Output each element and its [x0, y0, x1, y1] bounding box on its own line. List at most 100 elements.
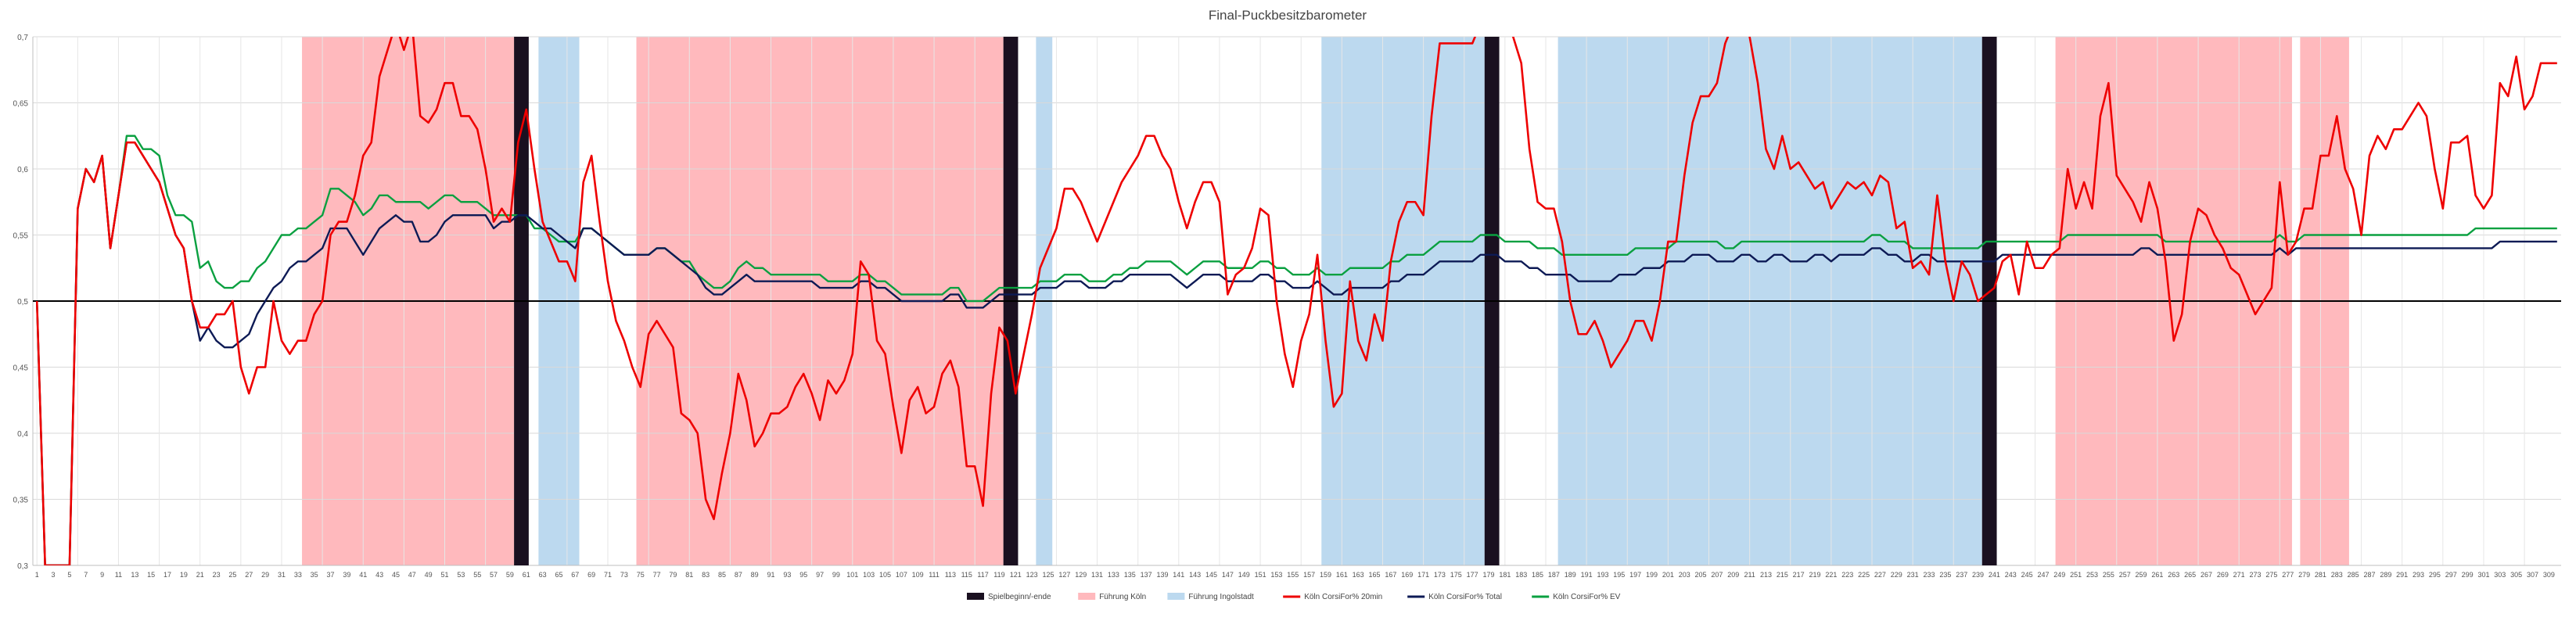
x-tick-label: 153: [1270, 571, 1282, 579]
x-tick-label: 33: [294, 571, 302, 579]
x-tick-label: 131: [1091, 571, 1103, 579]
x-tick-label: 107: [896, 571, 907, 579]
x-tick-label: 43: [375, 571, 383, 579]
legend-label: Köln CorsiFor% 20min: [1304, 593, 1382, 601]
x-tick-label: 35: [311, 571, 318, 579]
x-tick-label: 269: [2217, 571, 2229, 579]
x-tick-label: 13: [131, 571, 138, 579]
x-tick-label: 197: [1629, 571, 1641, 579]
x-tick-label: 261: [2151, 571, 2163, 579]
x-tick-label: 201: [1662, 571, 1674, 579]
x-tick-label: 249: [2053, 571, 2065, 579]
x-tick-label: 111: [929, 571, 940, 579]
x-tick-label: 45: [392, 571, 400, 579]
x-tick-label: 191: [1581, 571, 1593, 579]
y-tick-label: 0,7: [17, 34, 28, 42]
x-tick-label: 241: [1989, 571, 2000, 579]
x-tick-label: 121: [1010, 571, 1022, 579]
x-tick-label: 109: [912, 571, 924, 579]
x-tick-label: 137: [1141, 571, 1152, 579]
x-tick-label: 9: [100, 571, 104, 579]
x-tick-label: 135: [1124, 571, 1136, 579]
x-tick-label: 145: [1205, 571, 1217, 579]
series-line-corsi-total: [36, 142, 2557, 565]
x-tick-label: 31: [278, 571, 286, 579]
x-tick-label: 179: [1482, 571, 1494, 579]
x-tick-label: 61: [523, 571, 530, 579]
x-tick-label: 23: [213, 571, 221, 579]
x-tick-label: 203: [1679, 571, 1690, 579]
x-tick-label: 177: [1467, 571, 1478, 579]
x-tick-label: 219: [1809, 571, 1821, 579]
x-tick-label: 169: [1401, 571, 1413, 579]
x-tick-label: 11: [115, 571, 122, 579]
x-tick-label: 285: [2348, 571, 2359, 579]
x-tick-label: 67: [571, 571, 579, 579]
x-tick-label: 259: [2136, 571, 2147, 579]
x-tick-label: 101: [846, 571, 858, 579]
legend-swatch-game-marker: [967, 593, 984, 600]
x-tick-label: 51: [440, 571, 448, 579]
x-tick-label: 291: [2396, 571, 2408, 579]
y-tick-label: 0,35: [13, 497, 29, 505]
x-tick-label: 5: [67, 571, 71, 579]
x-axis-ticks: 1 3 5 7 9 11 13 15 17 19 21 23 25 27 29 31 33 35 37 39 41 43 4…: [35, 571, 2555, 579]
x-tick-label: 231: [1907, 571, 1919, 579]
x-tick-label: 139: [1156, 571, 1168, 579]
x-tick-label: 277: [2282, 571, 2294, 579]
x-tick-label: 181: [1499, 571, 1511, 579]
legend-label: Köln CorsiFor% Total: [1428, 593, 1502, 601]
x-tick-label: 37: [327, 571, 335, 579]
x-tick-label: 267: [2201, 571, 2212, 579]
x-tick-label: 275: [2265, 571, 2277, 579]
x-tick-label: 163: [1353, 571, 1364, 579]
x-tick-label: 29: [261, 571, 269, 579]
series-lines: [35, 37, 2557, 565]
x-tick-label: 289: [2380, 571, 2391, 579]
x-tick-label: 233: [1923, 571, 1935, 579]
x-tick-label: 187: [1548, 571, 1560, 579]
legend-label: Spielbeginn/-ende: [988, 593, 1051, 601]
x-tick-label: 299: [2462, 571, 2474, 579]
chart-title: Final-Puckbesitzbarometer: [1209, 8, 1367, 23]
x-tick-label: 283: [2331, 571, 2343, 579]
legend: Spielbeginn/-ende Führung Köln Führung Ing…: [967, 593, 1621, 601]
x-tick-label: 1: [35, 571, 39, 579]
x-tick-label: 239: [1972, 571, 1984, 579]
x-tick-label: 59: [506, 571, 514, 579]
legend-label: Führung Köln: [1099, 593, 1146, 601]
x-tick-label: 159: [1320, 571, 1331, 579]
x-tick-label: 149: [1238, 571, 1250, 579]
x-tick-label: 87: [735, 571, 742, 579]
x-tick-label: 95: [799, 571, 807, 579]
x-tick-label: 175: [1450, 571, 1462, 579]
x-tick-label: 157: [1303, 571, 1315, 579]
x-tick-label: 211: [1744, 571, 1755, 579]
x-tick-label: 251: [2070, 571, 2082, 579]
x-tick-label: 7: [84, 571, 88, 579]
x-tick-label: 185: [1532, 571, 1543, 579]
x-tick-label: 85: [718, 571, 726, 579]
x-tick-label: 281: [2315, 571, 2326, 579]
x-tick-label: 255: [2103, 571, 2114, 579]
legend-swatch-koeln-lead: [1078, 593, 1096, 600]
x-tick-label: 3: [52, 571, 56, 579]
x-tick-label: 307: [2527, 571, 2538, 579]
x-tick-label: 221: [1825, 571, 1837, 579]
x-tick-label: 155: [1287, 571, 1299, 579]
y-tick-label: 0,55: [13, 232, 29, 241]
x-tick-label: 21: [196, 571, 204, 579]
x-tick-label: 119: [993, 571, 1004, 579]
x-tick-label: 171: [1417, 571, 1429, 579]
x-tick-label: 207: [1711, 571, 1723, 579]
x-tick-label: 309: [2543, 571, 2555, 579]
x-tick-label: 103: [863, 571, 875, 579]
x-tick-label: 89: [751, 571, 759, 579]
y-tick-label: 0,45: [13, 364, 29, 373]
x-tick-label: 113: [945, 571, 956, 579]
x-tick-label: 151: [1255, 571, 1266, 579]
x-tick-label: 63: [539, 571, 547, 579]
x-tick-label: 25: [228, 571, 236, 579]
x-tick-label: 97: [816, 571, 824, 579]
x-tick-label: 17: [163, 571, 171, 579]
